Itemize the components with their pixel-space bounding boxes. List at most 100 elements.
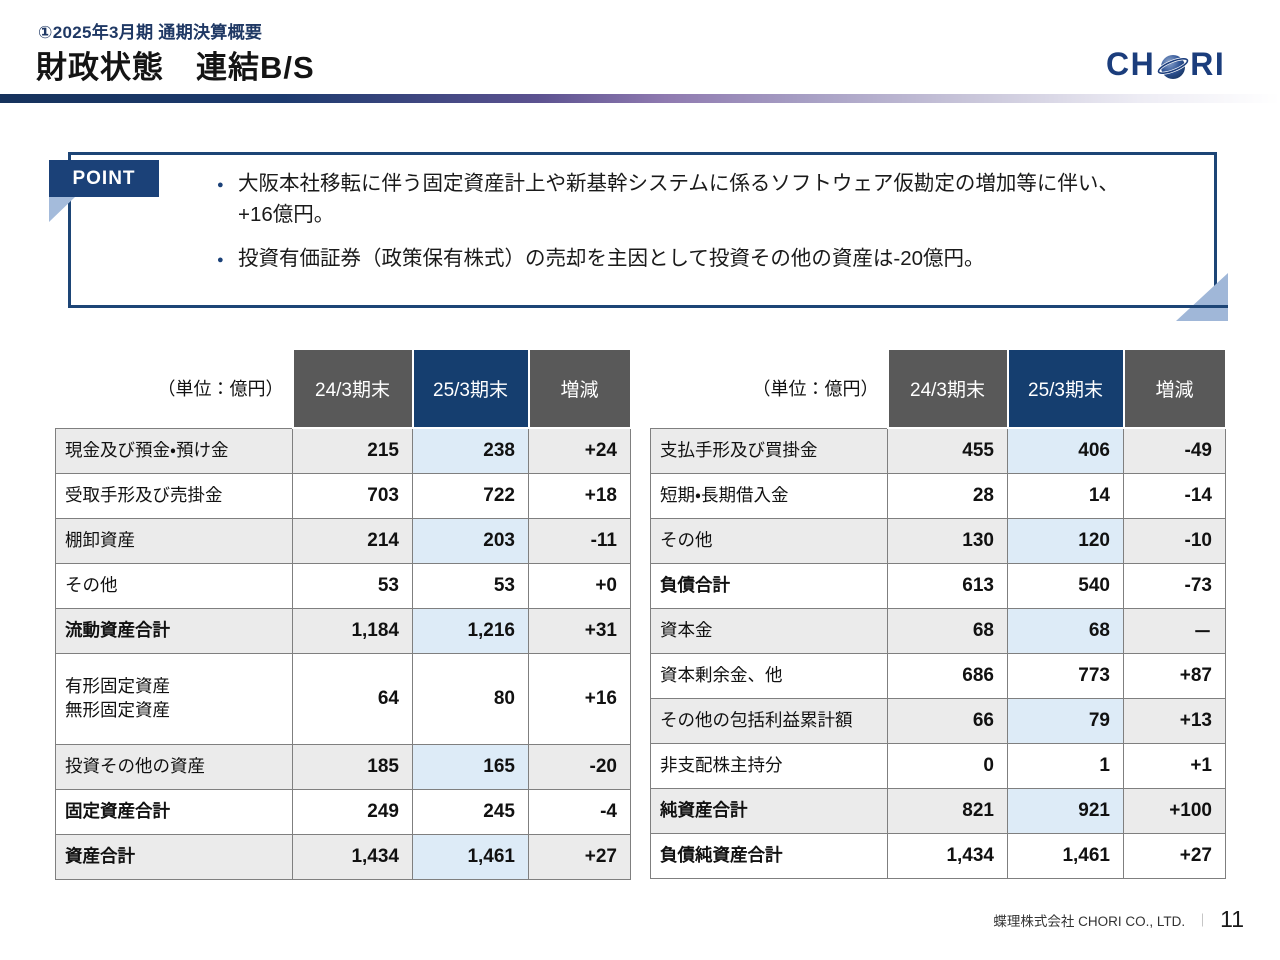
row-value: 1,216: [412, 607, 529, 654]
footer: 蝶理株式会社 CHORI CO., LTD. ｜ 11: [993, 906, 1244, 933]
footer-company-name: 蝶理株式会社 CHORI CO., LTD.: [993, 913, 1186, 929]
column-header: 24/3期末: [886, 348, 1009, 429]
table-row: その他 53 53 +0: [55, 562, 631, 609]
row-value: -20: [528, 743, 631, 790]
table-row: 固定資産合計 249 245 -4: [55, 788, 631, 835]
table-row: 純資産合計 821 921 +100: [650, 787, 1226, 834]
table-header-row: （単位：億円） 24/3期末 25/3期末 増減: [650, 348, 1227, 429]
row-value: -10: [1123, 517, 1226, 564]
row-label: その他: [55, 562, 293, 609]
row-label: 受取手形及び売掛金: [55, 472, 293, 519]
row-value: 215: [292, 427, 413, 474]
column-header: 25/3期末: [1006, 348, 1125, 429]
row-value: 214: [292, 517, 413, 564]
liabilities-equity-table: （単位：億円） 24/3期末 25/3期末 増減 支払手形及び買掛金 455 406 -49 短…: [650, 348, 1227, 879]
row-label: 現金及び預金・預け金: [55, 427, 293, 474]
row-value: +27: [528, 833, 631, 880]
row-value: 921: [1007, 787, 1124, 834]
row-label: 棚卸資産: [55, 517, 293, 564]
row-value: +16: [528, 652, 631, 745]
row-label: 純資産合計: [650, 787, 888, 834]
row-value: 53: [292, 562, 413, 609]
row-value: 722: [412, 472, 529, 519]
page-title: 財政状態 連結B/S: [36, 50, 315, 85]
row-value: 165: [412, 743, 529, 790]
row-value: 821: [887, 787, 1008, 834]
row-value: 0: [887, 742, 1008, 789]
row-label: 有形固定資産 無形固定資産: [55, 652, 293, 745]
title-divider-bar: [0, 94, 1280, 103]
row-value: 120: [1007, 517, 1124, 564]
row-value: 406: [1007, 427, 1124, 474]
row-value: 249: [292, 788, 413, 835]
row-value: 53: [412, 562, 529, 609]
row-label: 資本金: [650, 607, 888, 654]
column-header: 増減: [527, 348, 632, 429]
footer-separator: ｜: [1196, 913, 1210, 928]
assets-table: （単位：億円） 24/3期末 25/3期末 増減 現金及び預金・預け金 215 238 +24…: [55, 348, 632, 880]
point-tab-label: POINT: [49, 160, 159, 197]
chori-logo: CH RI: [1106, 46, 1225, 82]
table-row: 支払手形及び買掛金 455 406 -49: [650, 427, 1226, 474]
globe-icon: [1157, 55, 1190, 79]
table-row: 投資その他の資産 185 165 -20: [55, 743, 631, 790]
corner-border-line: [1178, 305, 1228, 308]
table-row: 流動資産合計 1,184 1,216 +31: [55, 607, 631, 654]
row-value: +31: [528, 607, 631, 654]
row-value: 79: [1007, 697, 1124, 744]
row-label: 資産合計: [55, 833, 293, 880]
row-value: +13: [1123, 697, 1226, 744]
row-value: 130: [887, 517, 1008, 564]
row-value: -11: [528, 517, 631, 564]
point-tab-fold-triangle: [49, 197, 75, 222]
row-value: 203: [412, 517, 529, 564]
point-bullet: 投資有価証券（政策保有株式）の売却を主因として投資その他の資産は-20億円。: [217, 244, 1119, 275]
row-value: 64: [292, 652, 413, 745]
row-value: 703: [292, 472, 413, 519]
row-label: 資本剰余金、他: [650, 652, 888, 699]
row-value: 455: [887, 427, 1008, 474]
table-row: その他の包括利益累計額 66 79 +13: [650, 697, 1226, 744]
table-row: 資産合計 1,434 1,461 +27: [55, 833, 631, 880]
table-header-row: （単位：億円） 24/3期末 25/3期末 増減: [55, 348, 632, 429]
table-row: 受取手形及び売掛金 703 722 +18: [55, 472, 631, 519]
row-value: +27: [1123, 832, 1226, 879]
row-label: 投資その他の資産: [55, 743, 293, 790]
row-value: 238: [412, 427, 529, 474]
row-value: +24: [528, 427, 631, 474]
table-row: 資本金 68 68 －: [650, 607, 1226, 654]
table-row: 非支配株主持分 0 1 +1: [650, 742, 1226, 789]
point-bullet-list: 大阪本社移転に伴う固定資産計上や新基幹システムに係るソフトウェア仮勘定の増加等に…: [217, 169, 1119, 287]
unit-label: （単位：億円）: [650, 349, 888, 428]
row-value: -14: [1123, 472, 1226, 519]
row-value: 14: [1007, 472, 1124, 519]
row-label: 非支配株主持分: [650, 742, 888, 789]
point-box: POINT 大阪本社移転に伴う固定資産計上や新基幹システムに係るソフトウェア仮勘…: [49, 152, 1228, 321]
table-row: その他 130 120 -10: [650, 517, 1226, 564]
row-value: +1: [1123, 742, 1226, 789]
column-header: 25/3期末: [411, 348, 530, 429]
corner-triangle-decoration: [1176, 273, 1228, 321]
table-row: 棚卸資産 214 203 -11: [55, 517, 631, 564]
row-value: 1,434: [887, 832, 1008, 879]
row-value: -73: [1123, 562, 1226, 609]
table-row: 負債純資産合計 1,434 1,461 +27: [650, 832, 1226, 879]
unit-label: （単位：億円）: [55, 349, 293, 428]
balance-sheet-tables: （単位：億円） 24/3期末 25/3期末 増減 現金及び預金・預け金 215 238 +24…: [0, 348, 1280, 880]
row-label: 支払手形及び買掛金: [650, 427, 888, 474]
row-value: +100: [1123, 787, 1226, 834]
row-value: 1,461: [412, 833, 529, 880]
row-value: 66: [887, 697, 1008, 744]
page-number: 11: [1220, 906, 1244, 932]
table-row: 負債合計 613 540 -73: [650, 562, 1226, 609]
table-row: 有形固定資産 無形固定資産 64 80 +16: [55, 652, 631, 745]
column-header: 24/3期末: [291, 348, 414, 429]
table-row: 現金及び預金・預け金 215 238 +24: [55, 427, 631, 474]
row-value: 773: [1007, 652, 1124, 699]
table-row: 短期・長期借入金 28 14 -14: [650, 472, 1226, 519]
row-value: 185: [292, 743, 413, 790]
row-value: 68: [887, 607, 1008, 654]
logo-text-right: RI: [1190, 45, 1226, 82]
row-value: 613: [887, 562, 1008, 609]
row-label: 固定資産合計: [55, 788, 293, 835]
